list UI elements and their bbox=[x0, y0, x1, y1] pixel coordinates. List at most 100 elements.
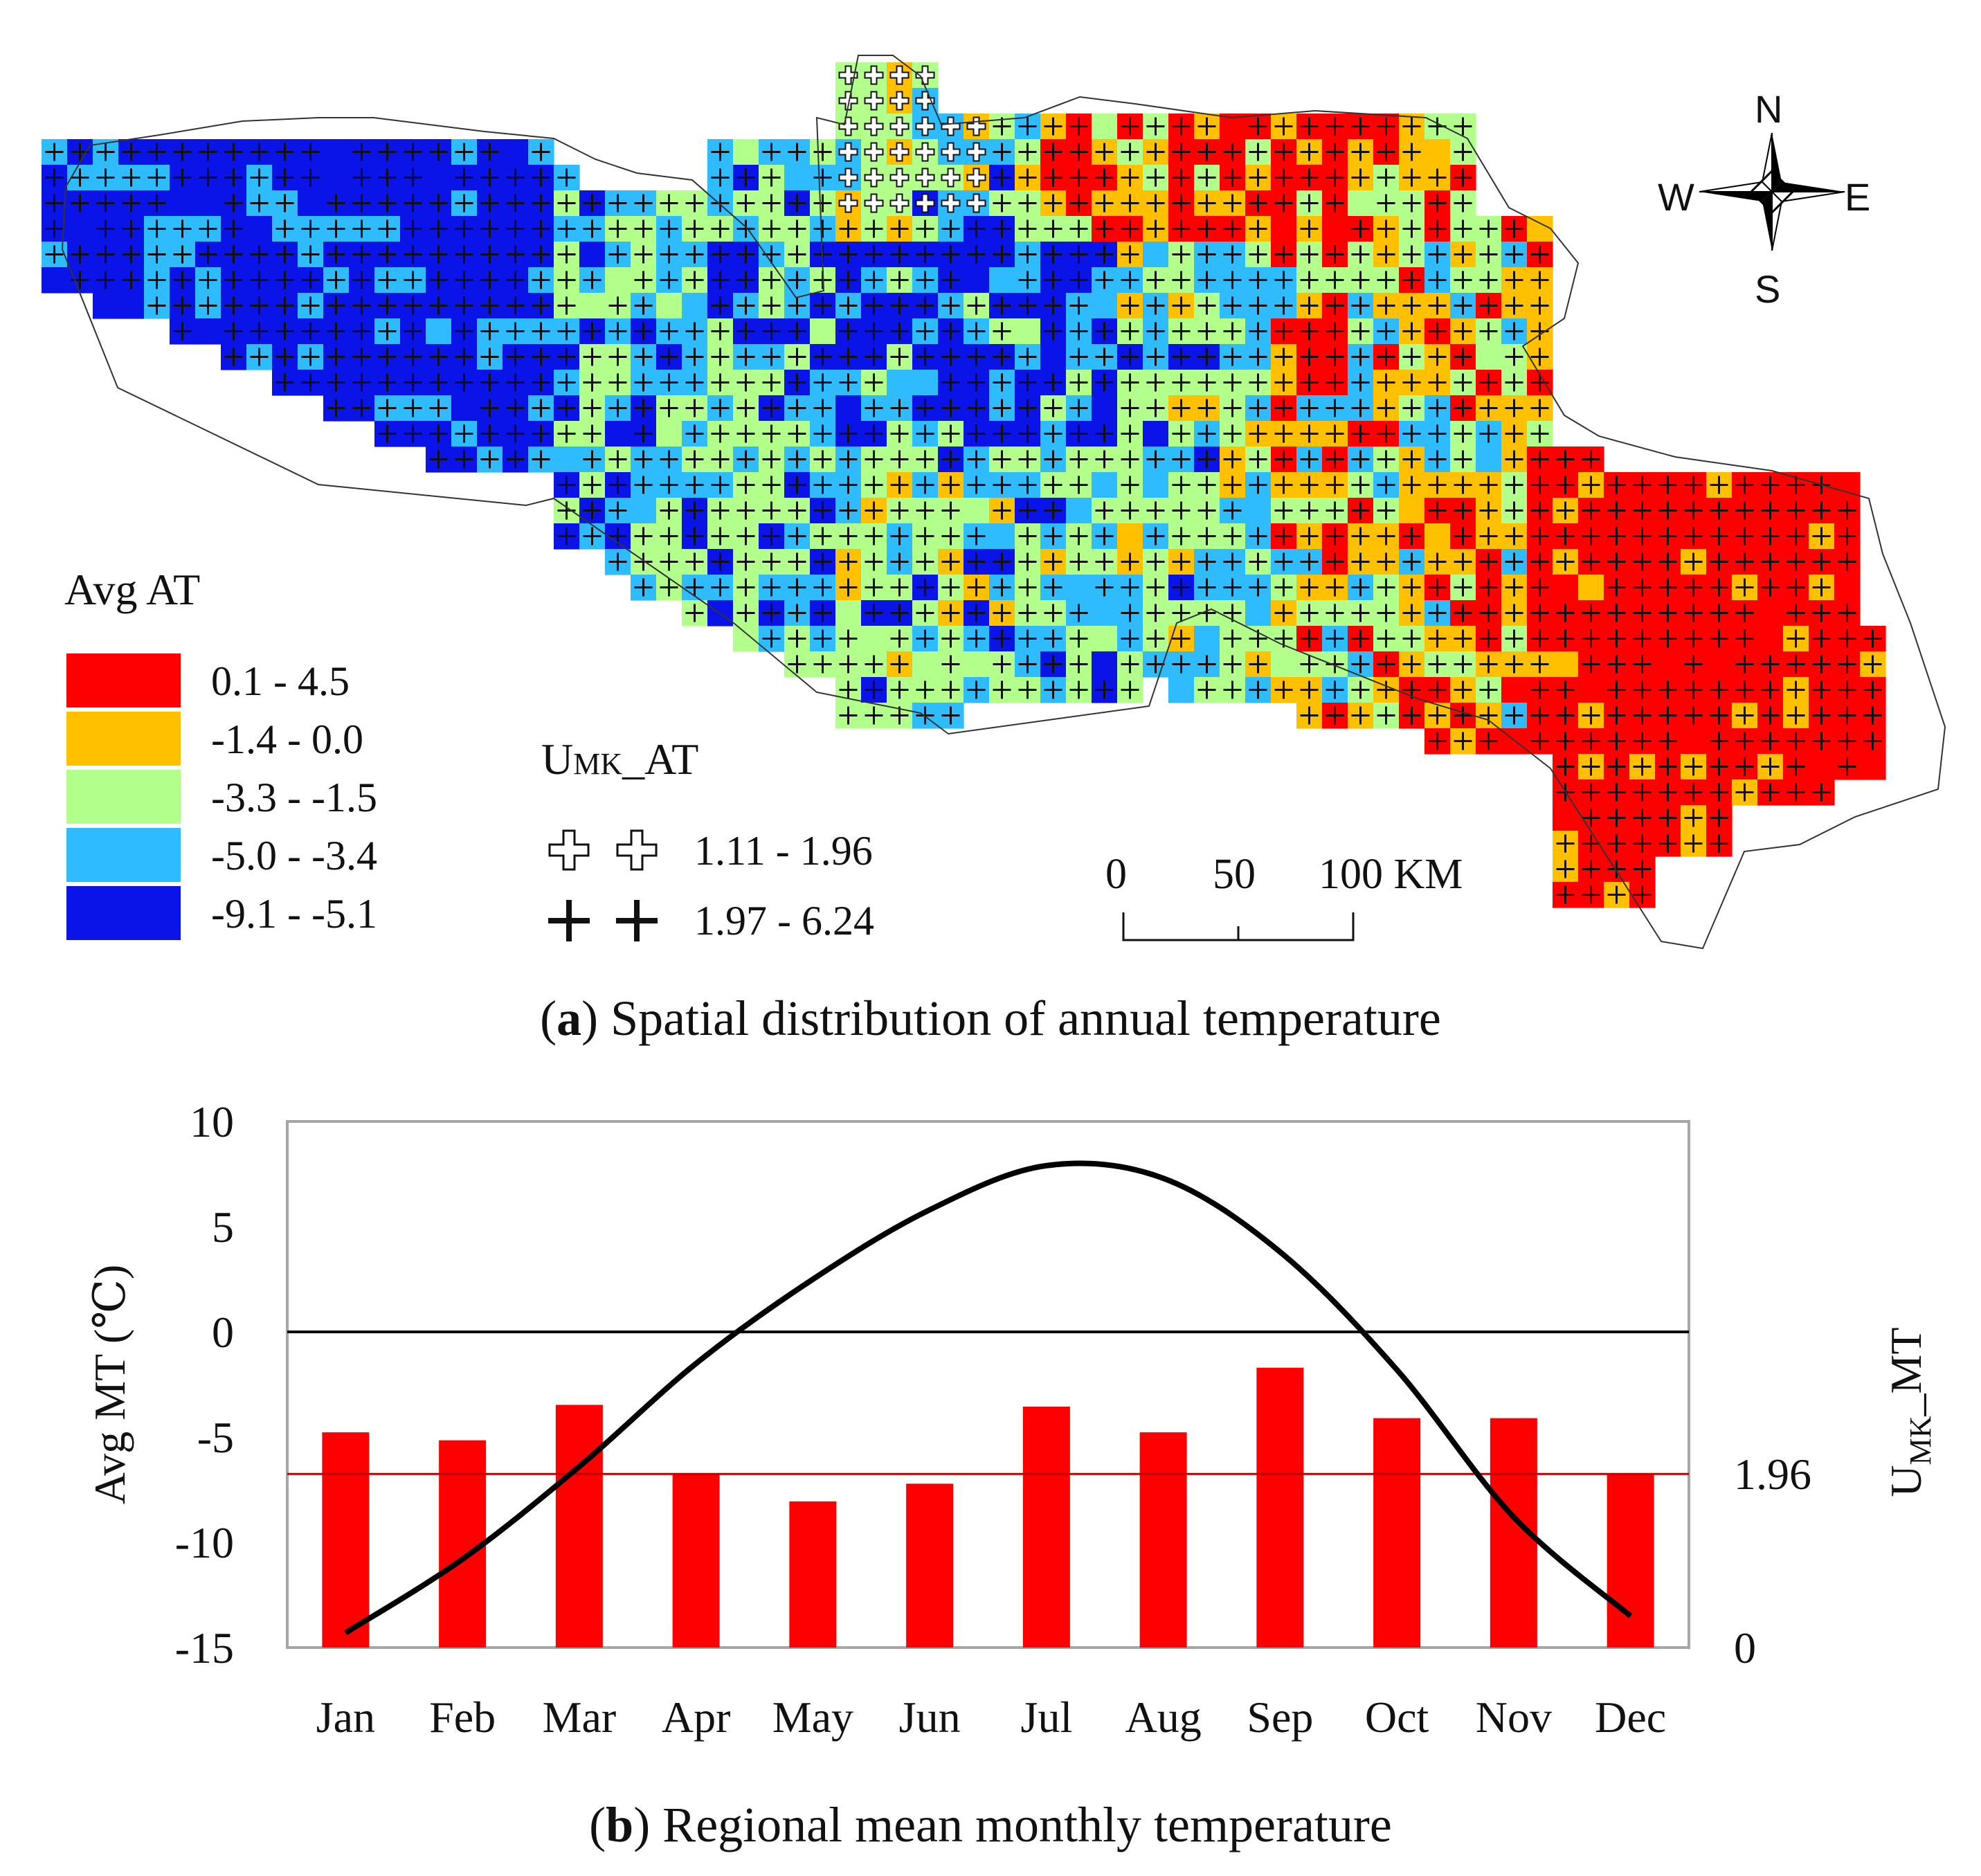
map-plus-solid bbox=[224, 168, 243, 187]
map-plus-solid bbox=[736, 271, 755, 289]
map-plus-solid bbox=[199, 219, 217, 238]
map-plus-solid bbox=[1300, 348, 1319, 366]
map-plus-solid bbox=[1351, 424, 1370, 443]
map-cell bbox=[195, 318, 221, 345]
map-plus-solid bbox=[455, 296, 473, 315]
map-cell bbox=[656, 421, 682, 447]
map-plus-solid bbox=[1223, 271, 1242, 289]
map-plus-solid bbox=[1838, 527, 1856, 545]
map-plus-solid bbox=[1658, 476, 1677, 494]
map-plus-solid bbox=[1223, 424, 1242, 443]
map-plus-solid bbox=[1121, 245, 1139, 264]
map-plus-solid bbox=[967, 296, 986, 315]
y-tick-label: -15 bbox=[175, 1623, 234, 1672]
map-plus-solid bbox=[327, 194, 345, 213]
map-cell bbox=[42, 267, 68, 294]
map-plus-solid bbox=[1121, 476, 1139, 494]
map-plus-solid bbox=[1146, 501, 1165, 520]
map-plus-solid bbox=[1402, 271, 1421, 289]
map-plus-solid bbox=[352, 168, 371, 187]
map-plus-solid bbox=[532, 373, 550, 392]
map-cell bbox=[1092, 395, 1118, 422]
map-plus-solid bbox=[404, 296, 422, 315]
map-plus-solid bbox=[788, 322, 806, 341]
map-plus-solid bbox=[506, 168, 525, 187]
map-plus-solid bbox=[45, 168, 64, 187]
map-plus-solid bbox=[1069, 271, 1088, 289]
map-plus-solid bbox=[1172, 143, 1191, 161]
x-axis: Jan Feb Mar Apr May Jun Jul Aug Sep Oct Nov Dec bbox=[316, 1693, 1666, 1742]
map-plus-solid bbox=[660, 348, 678, 366]
map-plus-solid bbox=[1428, 194, 1447, 213]
avg-mt-point bbox=[1046, 1165, 1047, 1166]
map-plus-solid bbox=[1377, 450, 1395, 469]
map-plus-solid bbox=[583, 476, 601, 494]
map-cell bbox=[1092, 600, 1118, 626]
map-plus-solid bbox=[1454, 527, 1472, 545]
map-plus-solid bbox=[1069, 322, 1088, 341]
map-plus-solid bbox=[865, 271, 883, 289]
map-cell bbox=[1553, 575, 1579, 601]
map-cell bbox=[246, 216, 273, 242]
map-plus-solid bbox=[1530, 552, 1549, 571]
map-plus-solid bbox=[711, 296, 730, 315]
map-plus-solid bbox=[352, 322, 371, 341]
map-plus-solid bbox=[224, 322, 243, 341]
map-cell bbox=[1578, 575, 1604, 601]
map-plus-solid bbox=[1223, 143, 1242, 161]
map-plus-solid bbox=[275, 348, 294, 366]
map-plus-solid bbox=[685, 245, 704, 264]
map-plus-solid bbox=[839, 501, 858, 520]
map-plus-solid bbox=[634, 552, 653, 571]
map-cell bbox=[1348, 190, 1374, 217]
map-plus-solid bbox=[1428, 476, 1447, 494]
map-plus-solid bbox=[1479, 552, 1498, 571]
map-plus-solid bbox=[1146, 296, 1165, 315]
map-plus-solid bbox=[1684, 527, 1703, 545]
map-plus-solid bbox=[1326, 527, 1344, 545]
map-plus-solid bbox=[736, 373, 755, 392]
map-plus-solid bbox=[1069, 424, 1088, 443]
map-plus-solid bbox=[557, 296, 576, 315]
map-plus-solid bbox=[1326, 476, 1344, 494]
map-plus-solid bbox=[1300, 399, 1319, 417]
map-plus-solid bbox=[813, 399, 832, 417]
map-plus-hollow bbox=[915, 91, 935, 111]
map-plus-solid bbox=[557, 245, 576, 264]
map-plus-solid bbox=[1326, 245, 1344, 264]
map-plus-solid bbox=[404, 322, 422, 341]
map-plus-solid bbox=[1069, 245, 1088, 264]
x-tick-label: May bbox=[772, 1693, 853, 1742]
umk-bar bbox=[1022, 1406, 1070, 1648]
map-plus-solid bbox=[1428, 322, 1447, 341]
map-plus-solid bbox=[532, 194, 550, 213]
map-plus-solid bbox=[967, 399, 986, 417]
map-plus-solid bbox=[173, 143, 192, 161]
map-plus-solid bbox=[839, 424, 858, 443]
map-plus-solid bbox=[1146, 399, 1165, 417]
map-plus-solid bbox=[1454, 271, 1472, 289]
map-plus-solid bbox=[1454, 245, 1472, 264]
map-plus-solid bbox=[506, 194, 525, 213]
map-plus-hollow bbox=[915, 193, 935, 213]
map-plus-solid bbox=[583, 399, 601, 417]
map-plus-solid bbox=[199, 245, 217, 264]
map-plus-solid bbox=[352, 219, 371, 238]
map-plus-solid bbox=[634, 578, 653, 597]
map-plus-solid bbox=[1479, 501, 1498, 520]
map-plus-solid bbox=[685, 450, 704, 469]
map-plus-solid bbox=[1530, 450, 1549, 469]
map-plus-solid bbox=[890, 527, 909, 545]
map-cell bbox=[1066, 575, 1092, 601]
map-plus-solid bbox=[660, 501, 678, 520]
map-plus-hollow bbox=[889, 65, 910, 85]
map-plus-solid bbox=[1146, 271, 1165, 289]
map-plus-solid bbox=[941, 271, 960, 289]
map-plus-solid bbox=[122, 245, 141, 264]
map-plus-solid bbox=[378, 399, 397, 417]
map-plus-solid bbox=[480, 424, 499, 443]
map-plus-solid bbox=[608, 194, 627, 213]
map-plus-solid bbox=[1326, 552, 1344, 571]
map-plus-solid bbox=[1249, 271, 1267, 289]
map-plus-solid bbox=[1146, 194, 1165, 213]
